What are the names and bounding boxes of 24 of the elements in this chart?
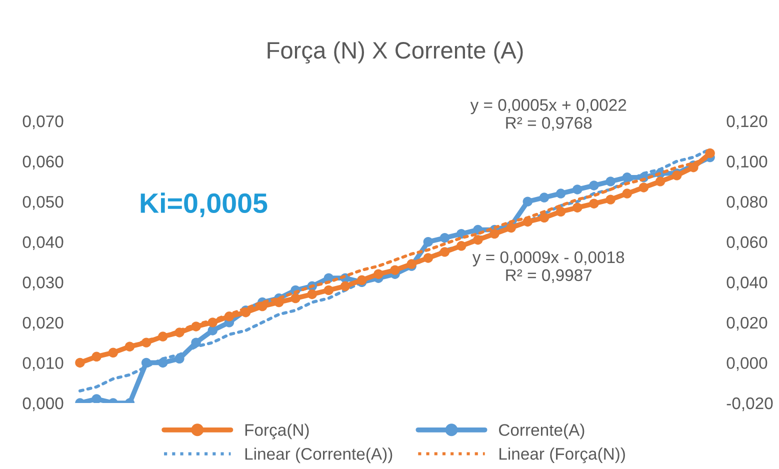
y-tick-label: 0,010	[22, 357, 64, 371]
annotation: y = 0,0009x - 0,0018 R² = 0,9987	[472, 251, 624, 284]
y2-tick-label: 0,100	[726, 156, 768, 170]
y-tick-label: 0,040	[22, 236, 64, 250]
y2-tick-label: 0,120	[726, 115, 768, 130]
y2-tick-label: 0,040	[726, 276, 768, 290]
annotation: Ki=0,0005	[140, 192, 268, 218]
y-tick-label: 0,000	[22, 397, 64, 412]
y2-tick-label: -0,020	[726, 397, 773, 412]
y-tick-label: 0,050	[22, 196, 64, 210]
chart-title: Força (N) X Corrente (A)	[268, 41, 523, 64]
legend-label: Força(N)	[245, 424, 309, 440]
annotation: y = 0,0005x + 0,0022 R² = 0,9768	[470, 99, 626, 131]
y2-tick-label: 0,000	[726, 357, 768, 371]
y2-tick-label: 0,020	[726, 316, 768, 331]
legend-label: Corrente(A)	[499, 424, 584, 440]
legend-label: Linear (Força(N))	[500, 448, 625, 464]
legend-label: Linear (Corrente(A))	[245, 448, 392, 464]
y-tick-label: 0,070	[22, 115, 64, 130]
y2-tick-label: 0,080	[726, 196, 768, 210]
y-tick-label: 0,030	[22, 276, 64, 290]
y-tick-label: 0,020	[22, 316, 64, 331]
y2-tick-label: 0,060	[726, 236, 768, 250]
y-tick-label: 0,060	[22, 156, 64, 170]
